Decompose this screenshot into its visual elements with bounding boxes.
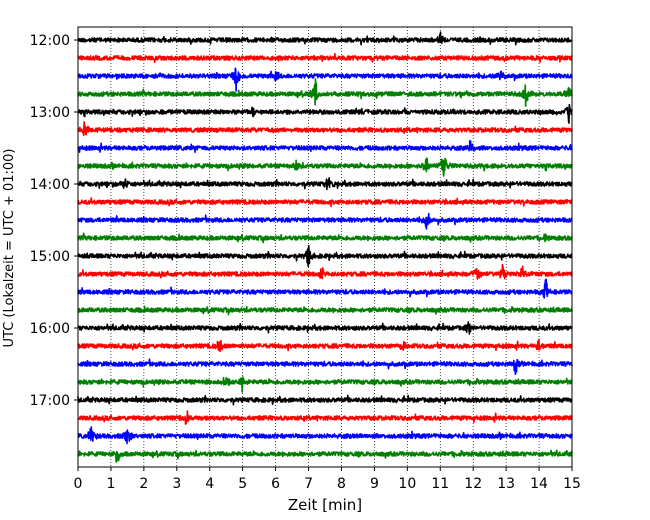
series-trace bbox=[77, 103, 573, 124]
series-trace bbox=[77, 52, 573, 64]
x-tick-label: 9 bbox=[370, 476, 379, 492]
y-tick-label: 17:00 bbox=[30, 393, 70, 409]
y-tick-label: 13:00 bbox=[30, 105, 70, 121]
x-tick-label: 4 bbox=[205, 476, 214, 492]
series-trace bbox=[77, 321, 573, 335]
x-tick-label: 13 bbox=[497, 476, 515, 492]
series-trace bbox=[77, 157, 573, 177]
x-axis-ticks: 0 1 2 3 4 5 6 7 8 9 10 11 12 13 14 15 bbox=[74, 467, 581, 492]
y-tick-label: 14:00 bbox=[30, 177, 70, 193]
trace-group bbox=[77, 31, 573, 463]
x-tick-label: 10 bbox=[398, 476, 416, 492]
series-trace bbox=[77, 376, 573, 393]
x-tick-label: 12 bbox=[464, 476, 482, 492]
series-trace bbox=[77, 177, 573, 191]
x-tick-label: 15 bbox=[563, 476, 581, 492]
series-trace bbox=[77, 358, 573, 376]
series-trace bbox=[77, 278, 573, 299]
series-trace bbox=[77, 449, 573, 463]
y-tick-label: 16:00 bbox=[30, 321, 70, 337]
series-trace bbox=[77, 78, 573, 107]
x-tick-label: 3 bbox=[172, 476, 181, 492]
series-trace bbox=[77, 410, 573, 425]
series-trace bbox=[77, 305, 573, 316]
x-tick-label: 1 bbox=[106, 476, 115, 492]
x-tick-label: 6 bbox=[271, 476, 280, 492]
plot-frame bbox=[77, 26, 573, 468]
series-trace bbox=[77, 338, 573, 353]
series-trace bbox=[77, 67, 573, 92]
series-trace bbox=[77, 426, 573, 445]
series-trace bbox=[77, 140, 573, 154]
series-trace bbox=[77, 263, 573, 280]
x-tick-label: 8 bbox=[337, 476, 346, 492]
x-tick-label: 5 bbox=[238, 476, 247, 492]
y-axis-ticks: 12:00 13:00 14:00 15:00 16:00 17:00 bbox=[30, 33, 78, 409]
x-tick-label: 2 bbox=[139, 476, 148, 492]
x-tick-label: 0 bbox=[74, 476, 83, 492]
y-axis-label: UTC (Lokalzeit = UTC + 01:00) bbox=[2, 149, 17, 348]
vertical-grid bbox=[110, 27, 540, 467]
series-trace bbox=[77, 31, 573, 46]
x-tick-label: 11 bbox=[431, 476, 449, 492]
x-tick-label: 14 bbox=[530, 476, 548, 492]
series-trace bbox=[77, 244, 573, 268]
y-tick-label: 12:00 bbox=[30, 33, 70, 49]
x-axis-label: Zeit [min] bbox=[288, 496, 362, 514]
series-trace bbox=[77, 121, 573, 137]
series-trace bbox=[77, 394, 573, 406]
series-trace bbox=[77, 212, 573, 230]
x-tick-label: 7 bbox=[304, 476, 313, 492]
series-trace bbox=[77, 197, 573, 208]
series-trace bbox=[77, 232, 573, 244]
y-tick-label: 15:00 bbox=[30, 249, 70, 265]
